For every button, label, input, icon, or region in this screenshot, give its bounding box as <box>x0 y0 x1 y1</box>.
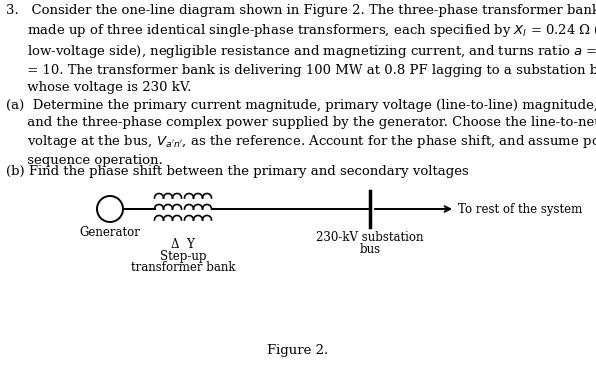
Text: Δ  Y: Δ Y <box>171 238 195 251</box>
Text: Step-up: Step-up <box>160 250 206 263</box>
Text: 3.   Consider the one-line diagram shown in Figure 2. The three-phase transforme: 3. Consider the one-line diagram shown i… <box>6 4 596 94</box>
Text: (a)  Determine the primary current magnitude, primary voltage (line-to-line) mag: (a) Determine the primary current magnit… <box>6 99 596 167</box>
Text: Figure 2.: Figure 2. <box>268 344 328 357</box>
Text: To rest of the system: To rest of the system <box>458 203 582 216</box>
Text: Generator: Generator <box>79 226 141 239</box>
Text: transformer bank: transformer bank <box>131 261 235 274</box>
Text: 230-kV substation: 230-kV substation <box>316 231 424 244</box>
Text: (b) Find the phase shift between the primary and secondary voltages: (b) Find the phase shift between the pri… <box>6 165 468 178</box>
Text: bus: bus <box>359 243 381 256</box>
